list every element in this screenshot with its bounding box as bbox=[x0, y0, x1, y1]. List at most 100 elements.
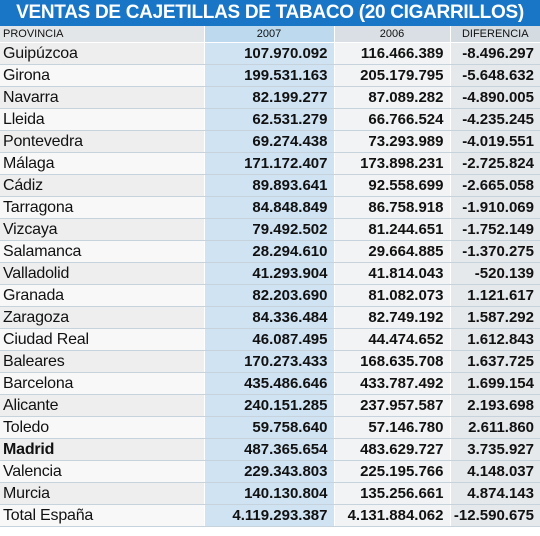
table-row: Baleares 170.273.433 168.635.708 1.637.725 bbox=[0, 350, 540, 373]
cell-provincia: Baleares bbox=[0, 350, 205, 373]
cell-diferencia: 3.735.927 bbox=[450, 438, 540, 461]
cell-diferencia: 1.587.292 bbox=[450, 306, 540, 329]
cell-2006: 81.244.651 bbox=[334, 218, 451, 241]
cell-2007: 140.130.804 bbox=[204, 482, 335, 505]
cell-2006: 135.256.661 bbox=[334, 482, 451, 505]
table-row: Cádiz 89.893.641 92.558.699 -2.665.058 bbox=[0, 174, 540, 197]
cell-provincia: Madrid bbox=[0, 438, 205, 461]
cell-provincia: Alicante bbox=[0, 394, 205, 417]
table-row: Valencia 229.343.803 225.195.766 4.148.037 bbox=[0, 460, 540, 483]
cell-2006: 29.664.885 bbox=[334, 240, 451, 263]
sales-table: PROVINCIA 2007 2006 DIFERENCIA Guipúzcoa… bbox=[0, 26, 540, 527]
cell-2007: 199.531.163 bbox=[204, 64, 335, 87]
cell-provincia: Guipúzcoa bbox=[0, 42, 205, 65]
cell-2006: 57.146.780 bbox=[334, 416, 451, 439]
table-row: Guipúzcoa 107.970.092 116.466.389 -8.496.29… bbox=[0, 42, 540, 65]
header-2006: 2006 bbox=[334, 26, 451, 43]
header-provincia: PROVINCIA bbox=[0, 26, 205, 43]
cell-2007: 487.365.654 bbox=[204, 438, 335, 461]
cell-2007: 4.119.293.387 bbox=[204, 504, 335, 527]
cell-provincia: Salamanca bbox=[0, 240, 205, 263]
cell-provincia: Valladolid bbox=[0, 262, 205, 285]
cell-diferencia: 1.612.843 bbox=[450, 328, 540, 351]
table-row: Navarra 82.199.277 87.089.282 -4.890.005 bbox=[0, 86, 540, 109]
cell-2006: 433.787.492 bbox=[334, 372, 451, 395]
table-body: Guipúzcoa 107.970.092 116.466.389 -8.496.29… bbox=[0, 42, 540, 527]
cell-diferencia: -1.370.275 bbox=[450, 240, 540, 263]
cell-diferencia: -5.648.632 bbox=[450, 64, 540, 87]
cell-diferencia: -1.752.149 bbox=[450, 218, 540, 241]
cell-2007: 62.531.279 bbox=[204, 108, 335, 131]
table-row: Alicante 240.151.285 237.957.587 2.193.698 bbox=[0, 394, 540, 417]
cell-provincia: Murcia bbox=[0, 482, 205, 505]
table-row: Toledo 59.758.640 57.146.780 2.611.860 bbox=[0, 416, 540, 439]
cell-provincia: Tarragona bbox=[0, 196, 205, 219]
cell-diferencia: 1.699.154 bbox=[450, 372, 540, 395]
header-diferencia: DIFERENCIA bbox=[450, 26, 540, 43]
cell-provincia: Zaragoza bbox=[0, 306, 205, 329]
table-row: Salamanca 28.294.610 29.664.885 -1.370.275 bbox=[0, 240, 540, 263]
cell-provincia: Vizcaya bbox=[0, 218, 205, 241]
cell-2007: 59.758.640 bbox=[204, 416, 335, 439]
cell-provincia: Lleida bbox=[0, 108, 205, 131]
cell-2007: 82.199.277 bbox=[204, 86, 335, 109]
table-row: Total España 4.119.293.387 4.131.884.062 -1… bbox=[0, 504, 540, 527]
table-row: Málaga 171.172.407 173.898.231 -2.725.824 bbox=[0, 152, 540, 175]
table-row: Barcelona 435.486.646 433.787.492 1.699.154 bbox=[0, 372, 540, 395]
table-row: Zaragoza 84.336.484 82.749.192 1.587.292 bbox=[0, 306, 540, 329]
cell-2006: 86.758.918 bbox=[334, 196, 451, 219]
table-row: Vizcaya 79.492.502 81.244.651 -1.752.149 bbox=[0, 218, 540, 241]
cell-2006: 173.898.231 bbox=[334, 152, 451, 175]
cell-diferencia: -1.910.069 bbox=[450, 196, 540, 219]
cell-2006: 237.957.587 bbox=[334, 394, 451, 417]
table-row: Valladolid 41.293.904 41.814.043 -520.139 bbox=[0, 262, 540, 285]
cell-diferencia: -12.590.675 bbox=[450, 504, 540, 527]
cell-2007: 435.486.646 bbox=[204, 372, 335, 395]
cell-diferencia: -2.665.058 bbox=[450, 174, 540, 197]
cell-2006: 92.558.699 bbox=[334, 174, 451, 197]
cell-diferencia: -2.725.824 bbox=[450, 152, 540, 175]
cell-2006: 483.629.727 bbox=[334, 438, 451, 461]
cell-2007: 82.203.690 bbox=[204, 284, 335, 307]
cell-2007: 170.273.433 bbox=[204, 350, 335, 373]
cell-diferencia: 1.637.725 bbox=[450, 350, 540, 373]
cell-provincia: Valencia bbox=[0, 460, 205, 483]
table-title: VENTAS DE CAJETILLAS DE TABACO (20 CIGAR… bbox=[0, 0, 540, 26]
table-row: Murcia 140.130.804 135.256.661 4.874.143 bbox=[0, 482, 540, 505]
cell-2007: 171.172.407 bbox=[204, 152, 335, 175]
cell-provincia: Málaga bbox=[0, 152, 205, 175]
header-2007: 2007 bbox=[204, 26, 335, 43]
table-row: Pontevedra 69.274.438 73.293.989 -4.019.551 bbox=[0, 130, 540, 153]
table-row: Madrid 487.365.654 483.629.727 3.735.927 bbox=[0, 438, 540, 461]
cell-provincia: Total España bbox=[0, 504, 205, 527]
cell-2007: 89.893.641 bbox=[204, 174, 335, 197]
cell-2007: 107.970.092 bbox=[204, 42, 335, 65]
cell-diferencia: 1.121.617 bbox=[450, 284, 540, 307]
cell-diferencia: -8.496.297 bbox=[450, 42, 540, 65]
cell-provincia: Pontevedra bbox=[0, 130, 205, 153]
cell-2006: 168.635.708 bbox=[334, 350, 451, 373]
cell-2007: 84.848.849 bbox=[204, 196, 335, 219]
cell-diferencia: -4.019.551 bbox=[450, 130, 540, 153]
cell-2007: 69.274.438 bbox=[204, 130, 335, 153]
cell-2006: 41.814.043 bbox=[334, 262, 451, 285]
cell-2007: 41.293.904 bbox=[204, 262, 335, 285]
cell-provincia: Girona bbox=[0, 64, 205, 87]
table-row: Lleida 62.531.279 66.766.524 -4.235.245 bbox=[0, 108, 540, 131]
cell-provincia: Ciudad Real bbox=[0, 328, 205, 351]
cell-2006: 82.749.192 bbox=[334, 306, 451, 329]
cell-diferencia: -4.235.245 bbox=[450, 108, 540, 131]
cell-2007: 240.151.285 bbox=[204, 394, 335, 417]
cell-2007: 46.087.495 bbox=[204, 328, 335, 351]
cell-2006: 116.466.389 bbox=[334, 42, 451, 65]
cell-2006: 73.293.989 bbox=[334, 130, 451, 153]
cell-provincia: Barcelona bbox=[0, 372, 205, 395]
cell-2007: 229.343.803 bbox=[204, 460, 335, 483]
table-row: Tarragona 84.848.849 86.758.918 -1.910.069 bbox=[0, 196, 540, 219]
cell-diferencia: 2.193.698 bbox=[450, 394, 540, 417]
cell-2006: 225.195.766 bbox=[334, 460, 451, 483]
cell-provincia: Toledo bbox=[0, 416, 205, 439]
table-row: Granada 82.203.690 81.082.073 1.121.617 bbox=[0, 284, 540, 307]
cell-diferencia: 4.148.037 bbox=[450, 460, 540, 483]
